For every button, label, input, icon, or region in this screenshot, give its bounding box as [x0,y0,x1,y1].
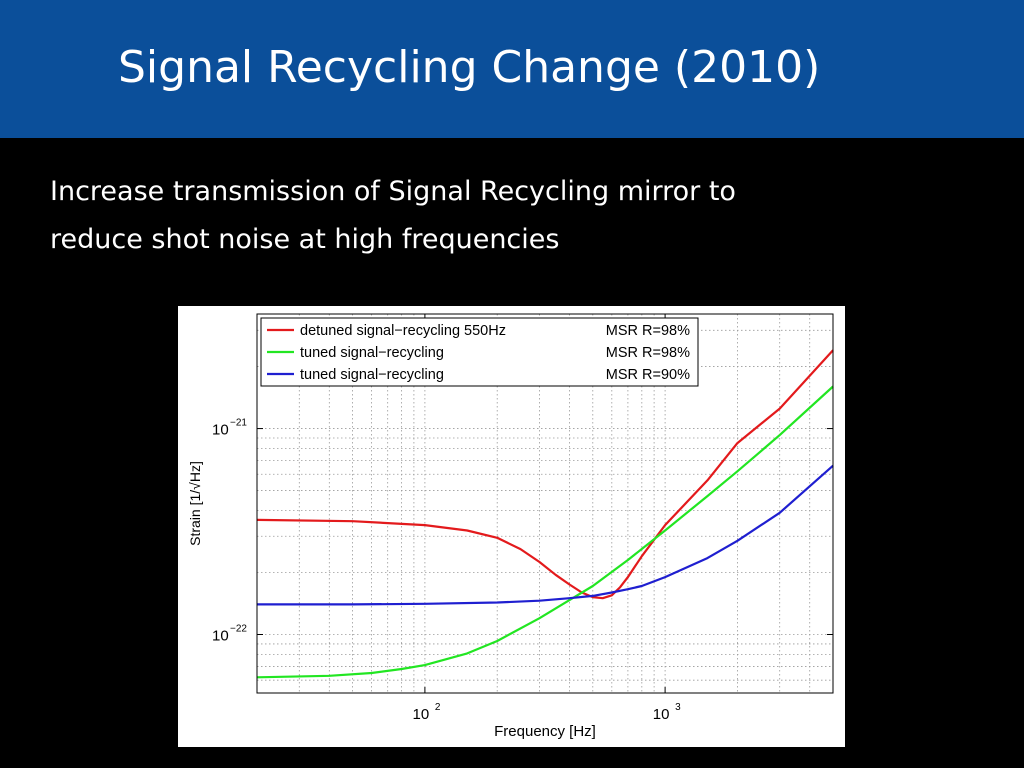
y-tick-exponent: −21 [230,418,247,429]
strain-chart: 10 2 10 3 10 −22 10 −21 detuned signal−recyclin… [178,306,845,747]
legend-label-3: tuned signal−recycling [300,367,444,383]
series-layer [256,349,834,679]
plot-frame [256,313,834,694]
legend-box [260,317,699,387]
series-line-1 [256,349,834,600]
series-line-3 [257,464,834,606]
legend-label-2: tuned signal−recycling [300,345,444,361]
series-line-2 [256,385,834,679]
y-axis-label: Strain [1/√Hz] [187,461,203,546]
title-bar: Signal Recycling Change (2010) [0,0,1024,138]
x-tick-exponent: 3 [675,702,681,713]
legend: detuned signal−recycling 550Hz MSR R=98% t… [260,317,699,387]
y-tick-exponent: −22 [230,624,247,635]
x-tick-label: 10 [653,706,670,723]
x-tick-label: 10 [413,706,430,723]
x-axis-label: Frequency [Hz] [494,723,596,740]
x-tick-exponent: 2 [435,702,441,713]
y-tick-label: 10 [212,628,229,645]
legend-note-3: MSR R=90% [606,367,690,383]
body-line-2: reduce shot noise at high frequencies [50,224,560,255]
slide-title: Signal Recycling Change (2010) [118,42,821,93]
body-line-1: Increase transmission of Signal Recyclin… [50,176,736,207]
y-tick-label: 10 [212,422,229,439]
slide-body: Increase transmission of Signal Recyclin… [50,168,950,264]
legend-note-2: MSR R=98% [606,345,690,361]
legend-label-1: detuned signal−recycling 550Hz [300,323,506,339]
legend-note-1: MSR R=98% [606,323,690,339]
